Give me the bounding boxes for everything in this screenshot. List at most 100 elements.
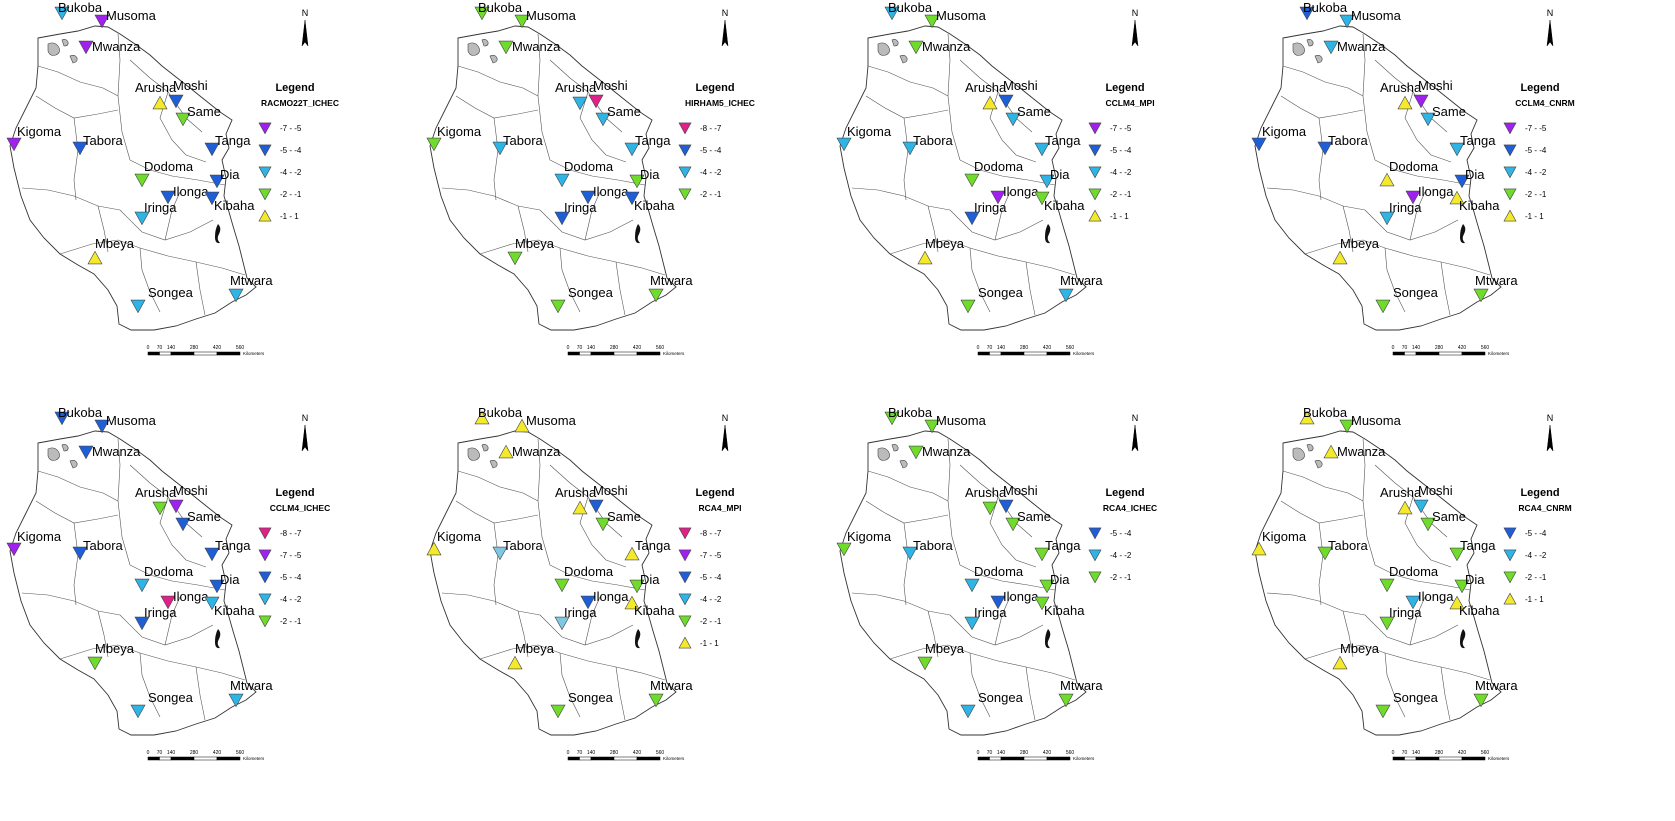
lake-victoria-islands xyxy=(47,444,78,469)
legend: Legend RCA4_ICHEC -5 - -4 -4 - -2 -2 - -1 xyxy=(1088,487,1157,584)
scale-unit: Kilometers xyxy=(663,756,685,761)
station-label: Bukoba xyxy=(1303,0,1348,15)
station-dodoma: Dodoma xyxy=(1379,159,1439,187)
station-label: Musoma xyxy=(1351,413,1402,428)
station-label: Bukoba xyxy=(58,405,103,420)
station-bukoba: Bukoba xyxy=(54,0,103,21)
station-marker xyxy=(474,410,490,425)
station-marker xyxy=(1397,95,1413,110)
region-boundary xyxy=(117,33,131,161)
scale-tick: 280 xyxy=(1020,345,1029,351)
scale-unit: Kilometers xyxy=(1488,351,1510,356)
region-boundary xyxy=(927,610,939,658)
region-boundary xyxy=(927,205,939,253)
north-arrow-icon: N xyxy=(1131,413,1139,452)
station-marker xyxy=(209,174,225,189)
station-marker xyxy=(1397,500,1413,515)
legend-class-label: -7 - -5 xyxy=(1525,124,1547,133)
station-marker xyxy=(624,546,640,561)
station-marker xyxy=(648,693,664,708)
region-boundary xyxy=(479,644,589,662)
region-boundary xyxy=(1318,522,1324,606)
station-kibaha: Kibaha xyxy=(1449,190,1500,213)
station-label: Kibaha xyxy=(214,198,255,213)
station-label: Dia xyxy=(640,167,660,182)
station-marker xyxy=(580,190,596,205)
station-label: Tabora xyxy=(503,538,544,553)
station-label: Same xyxy=(1432,104,1466,119)
station-label: Mwanza xyxy=(1337,444,1386,459)
station-label: Mtwara xyxy=(1475,678,1518,693)
region-boundary xyxy=(59,239,169,257)
scale-tick: 0 xyxy=(1392,345,1395,351)
region-boundary xyxy=(37,470,119,502)
station-ilonga: Ilonga xyxy=(990,589,1039,610)
station-label: Mtwara xyxy=(1475,273,1518,288)
station-label: Dodoma xyxy=(564,159,614,174)
legend-class-label: -4 - -2 xyxy=(700,168,722,177)
scale-tick: 280 xyxy=(190,345,199,351)
station-label: Dodoma xyxy=(974,159,1024,174)
station-arusha: Arusha xyxy=(1380,485,1422,515)
scale-tick: 0 xyxy=(977,345,980,351)
station-marker xyxy=(1317,546,1333,561)
station-label: Same xyxy=(1017,509,1051,524)
station-label: Kigoma xyxy=(1262,529,1307,544)
legend-swatch xyxy=(1503,188,1517,201)
legend-heading: Legend xyxy=(1520,487,1559,499)
station-marker xyxy=(134,211,150,226)
station-mwanza: Mwanza xyxy=(1323,39,1386,55)
scale-tick: 420 xyxy=(633,345,642,351)
station-dodoma: Dodoma xyxy=(134,564,194,593)
legend-swatch xyxy=(258,593,272,606)
legend-model-name: RCA4_CNRM xyxy=(1518,503,1571,513)
station-marker xyxy=(1379,172,1395,187)
region-boundary xyxy=(851,592,951,616)
station-bukoba: Bukoba xyxy=(884,0,933,21)
region-boundary xyxy=(73,522,79,606)
legend-swatch xyxy=(678,549,692,562)
station-moshi: Moshi xyxy=(1413,483,1453,514)
scale-tick: 560 xyxy=(656,345,665,351)
station-label: Mwanza xyxy=(92,39,141,54)
station-same: Same xyxy=(595,509,641,532)
country-outline xyxy=(1254,25,1502,331)
legend-swatch xyxy=(258,144,272,157)
station-marker xyxy=(648,288,664,303)
station-moshi: Moshi xyxy=(168,78,208,109)
region-boundary xyxy=(1384,652,1406,718)
scale-tick: 140 xyxy=(1412,345,1421,351)
legend-class-label: -1 - 1 xyxy=(1525,595,1544,604)
lake-victoria-islands xyxy=(877,39,908,64)
station-label: Dia xyxy=(220,572,240,587)
station-label: Moshi xyxy=(1003,78,1038,93)
station-marker xyxy=(54,6,70,21)
legend-swatch xyxy=(678,166,692,179)
scale-tick: 560 xyxy=(1066,750,1075,756)
legend-class-label: -5 - -4 xyxy=(1525,529,1547,538)
station-marker xyxy=(492,546,508,561)
station-marker xyxy=(1375,299,1391,314)
region-boundary xyxy=(457,65,539,97)
legend-swatch xyxy=(1088,166,1102,179)
station-songea: Songea xyxy=(960,690,1024,719)
scale-tick: 70 xyxy=(577,750,583,756)
region-boundary xyxy=(1404,91,1452,163)
station-label: Arusha xyxy=(135,80,177,95)
station-label: Bukoba xyxy=(58,0,103,15)
scale-tick: 420 xyxy=(1458,750,1467,756)
legend-class-label: -1 - 1 xyxy=(700,639,719,648)
region-boundary xyxy=(159,496,207,568)
station-marker xyxy=(1379,211,1395,226)
legend-class-label: -1 - 1 xyxy=(1525,212,1544,221)
station-label: Ilonga xyxy=(1418,589,1454,604)
station-songea: Songea xyxy=(550,690,614,719)
legend: Legend RCA4_MPI -8 - -7 -7 - -5 -5 - -4 -4 - … xyxy=(678,487,741,649)
legend: Legend RACMO22T_ICHEC -7 - -5 -5 - -4 -4 - -… xyxy=(258,82,339,222)
region-boundary xyxy=(994,596,1011,646)
legend-swatch xyxy=(1088,571,1102,584)
station-mwanza: Mwanza xyxy=(78,444,141,460)
